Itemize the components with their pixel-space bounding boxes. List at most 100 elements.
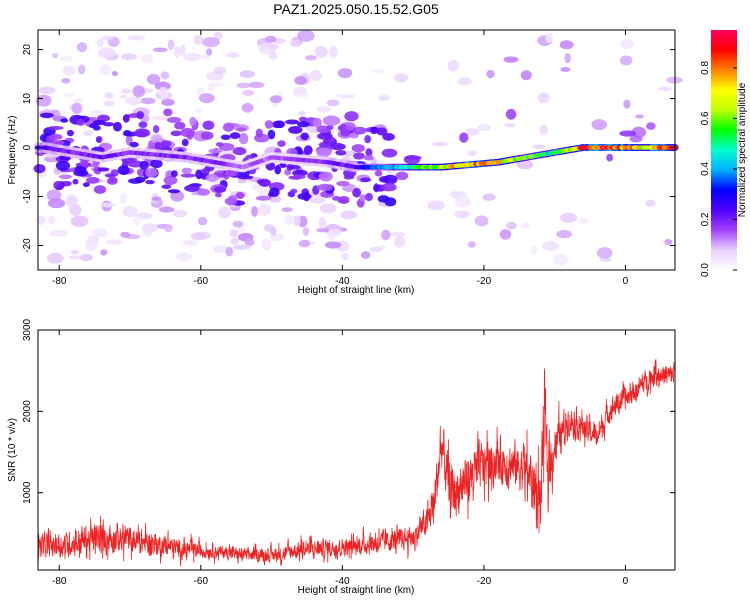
spectrogram-energy-cell [208,148,223,154]
spectrogram-noise-cell [77,64,86,75]
spectrogram-noise-cell [646,122,656,130]
spectrogram-noise-cell [213,66,227,75]
spectrogram-noise-cell [183,52,202,62]
spectrogram-noise-cell [239,70,255,78]
spectrogram-energy-cell [170,130,182,137]
spectrogram-energy-cell [123,130,132,136]
spectrogram-noise-cell [539,124,548,135]
spectrogram-energy-cell [317,132,333,140]
spectrogram-noise-cell [371,68,385,73]
spectrogram-noise-cell [606,153,614,162]
spectrogram-noise-cell [96,38,104,48]
snr-x-axis-label: Height of straight line (km) [298,585,415,596]
spectrogram-energy-cell [85,176,100,184]
spectrogram-noise-cell [150,134,163,144]
spectrogram-energy-cell [339,123,347,133]
spectrogram-energy-cell [200,131,214,140]
spectrogram-energy-cell [285,119,300,125]
spectrogram-noise-cell [499,229,512,240]
spectrogram-energy-cell [128,178,143,184]
spectrogram-noise-cell [268,195,282,203]
spectrogram-noise-cell [289,39,301,47]
spectrogram-noise-cell [390,232,405,237]
spectrogram-noise-cell [121,88,132,94]
spectrogram-noise-cell [63,92,75,97]
spectrogram-energy-cell [343,175,355,180]
spectrogram-energy-cell [381,148,398,158]
spectrogram-energy-cell [59,155,72,161]
spectrogram-noise-cell [467,241,476,248]
snr-x-tick-label: -40 [335,576,350,587]
snr-x-tick-label: -20 [477,576,492,587]
spectrogram-noise-cell [560,66,571,72]
spectrogram-noise-cell [454,210,471,219]
spectrogram-noise-cell [520,222,530,229]
spectrogram-noise-cell [344,111,359,122]
spectrogram-noise-cell [127,34,146,41]
spectrogram-noise-cell [65,194,78,207]
spectrogram-noise-cell [70,250,79,255]
spectrogram-noise-cell [268,51,278,60]
snr-y-tick-label: 2000 [22,400,33,423]
spectrogram-noise-cell [324,241,342,249]
snr-x-tick-label: -80 [52,576,67,587]
spectrogram-noise-cell [302,227,310,236]
spectrogram-noise-cell [454,195,471,208]
spectrogram-energy-cell [102,122,115,127]
spectrogram-noise-cell [104,91,114,99]
spectrogram-noise-cell [150,115,168,121]
colorbar-tick-label: 0.6 [700,111,711,125]
spectrogram-noise-cell [62,65,76,76]
spectrogram-x-tick-label: -80 [52,276,67,287]
spectrogram-noise-cell [244,237,255,246]
spectrogram-energy-cell [163,177,177,184]
spectrogram-noise-cell [369,246,383,253]
spectrogram-energy-cell [222,122,235,132]
spectrogram-noise-cell [393,235,406,248]
spectrogram-noise-cell [270,226,277,236]
spectrogram-energy-cell [181,138,189,147]
spectrogram-noise-cell [264,35,277,43]
spectrogram-noise-cell [103,100,115,107]
spectrogram-noise-cell [92,227,108,238]
spectrogram-energy-cell [300,132,309,141]
spectrogram-noise-cell [74,98,83,104]
spectrogram-energy-cell [224,169,238,177]
spectrogram-noise-cell [158,86,169,99]
spectrogram-energy-cell [55,160,71,171]
spectrogram-energy-cell [180,173,197,178]
spectrogram-energy-cell [33,164,46,174]
spectrogram-noise-cell [505,108,517,120]
spectrogram-noise-cell [141,53,153,63]
spectrogram-energy-cell [318,171,333,182]
spectrogram-heatmap [33,29,683,266]
spectrogram-noise-cell [164,224,173,233]
spectrogram-energy-cell [290,188,298,194]
spectrogram-energy-cell [58,174,73,180]
spectrogram-noise-cell [322,115,341,126]
spectrogram-noise-cell [49,229,68,237]
spectrogram-noise-cell [309,70,322,82]
spectrogram-noise-cell [258,203,272,216]
spectrogram-noise-cell [476,123,492,132]
spectrogram-energy-cell [360,177,371,183]
spectrogram-energy-cell [66,129,75,137]
spectrogram-energy-cell [82,182,90,188]
spectrogram-noise-cell [447,59,459,72]
spectrogram-noise-cell [329,46,338,58]
spectrogram-energy-cell [232,147,247,156]
spectrogram-energy-cell [288,125,303,134]
colorbar-gradient [711,30,737,270]
spectrogram-noise-cell [140,97,156,105]
spectrogram-energy-cell [39,112,54,119]
spectrogram-energy-cell [255,128,263,138]
spectrogram-energy-cell [202,120,215,130]
spectrogram-noise-cell [132,85,146,98]
spectrogram-noise-cell [88,109,104,117]
spectrogram-noise-cell [193,34,203,45]
spectrogram-noise-cell [225,246,233,257]
snr-frame [37,329,676,571]
spectrogram-energy-cell [353,152,365,160]
spectrogram-energy-cell [374,170,383,177]
spectrogram-noise-cell [631,126,647,139]
